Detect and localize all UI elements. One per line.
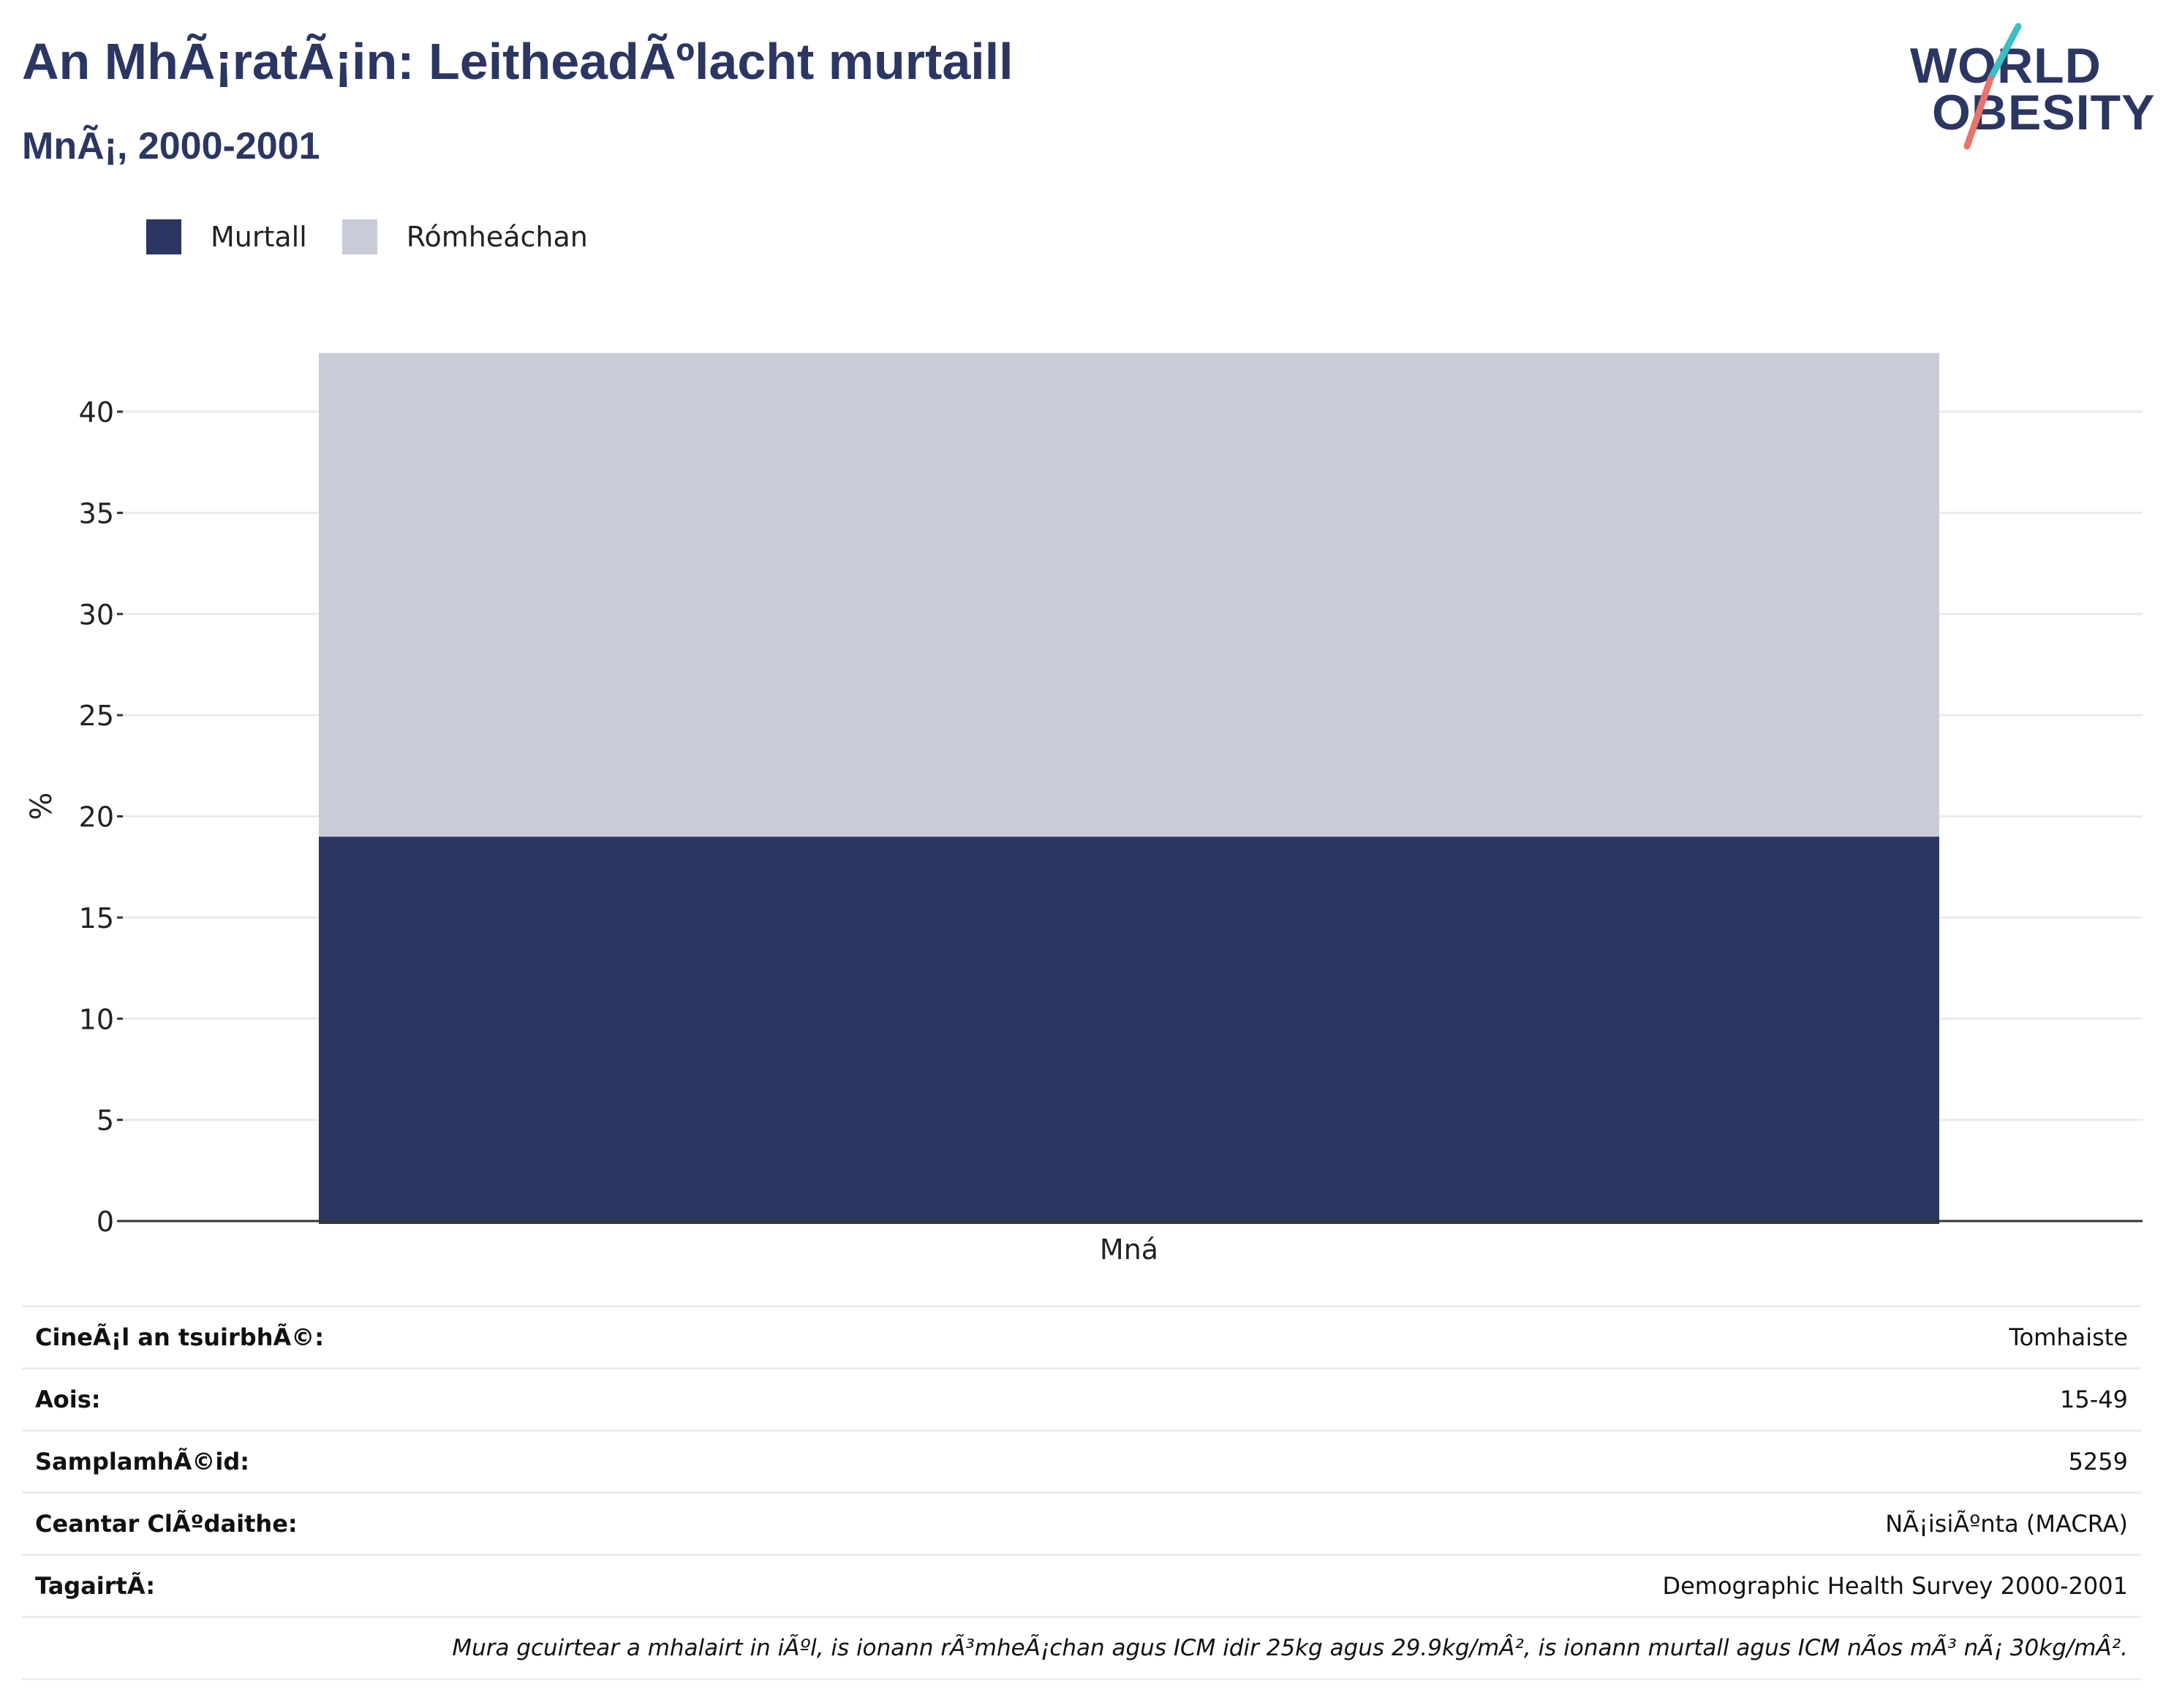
logo-line-2: OBESITY xyxy=(1932,85,2156,140)
info-key-reference: TagairtÃ: xyxy=(35,1572,155,1600)
x-category-label-0: Mná xyxy=(1100,1233,1158,1266)
info-value-reference: Demographic Health Survey 2000-2001 xyxy=(1662,1572,2128,1600)
world-obesity-logo: WORLD OBESITY xyxy=(1909,20,2155,152)
bmi-definition-note: Mura gcuirtear a mhalairt in iÃºl, is io… xyxy=(452,1635,2128,1661)
bar-r-mhe-chan-0 xyxy=(319,352,1939,837)
info-key-age: Aois: xyxy=(35,1386,101,1413)
info-row-reference: TagairtÃ: Demographic Health Survey 2000… xyxy=(22,1554,2141,1616)
info-row-age: Aois: 15-49 xyxy=(22,1367,2141,1429)
info-row-area-covered: Ceantar ClÃºdaithe: NÃ¡isiÃºnta (MACRA) xyxy=(22,1492,2141,1554)
legend-swatch-romheachan xyxy=(341,219,377,254)
y-tick-label-15: 15 xyxy=(79,902,114,934)
legend-label-romheachan: Rómheáchan xyxy=(406,221,588,253)
info-value-survey-type: Tomhaiste xyxy=(2009,1323,2128,1351)
info-key-area-covered: Ceantar ClÃºdaithe: xyxy=(35,1510,298,1538)
y-tick-label-25: 25 xyxy=(79,700,114,732)
survey-info-table: CineÃ¡l an tsuirbhÃ©: Tomhaiste Aois: 15… xyxy=(22,1305,2141,1680)
chart-title: An MhÃ¡ratÃ¡in: LeitheadÃºlacht murtaill xyxy=(22,33,1013,90)
legend-item-murtall: Murtall xyxy=(146,219,307,254)
y-tick-label-20: 20 xyxy=(79,801,114,834)
bar-murtall-0 xyxy=(319,836,1939,1224)
legend-swatch-murtall xyxy=(146,219,181,254)
y-axis-title: % xyxy=(25,793,58,820)
info-row-survey-type: CineÃ¡l an tsuirbhÃ©: Tomhaiste xyxy=(22,1305,2141,1367)
info-key-survey-type: CineÃ¡l an tsuirbhÃ©: xyxy=(35,1323,325,1351)
logo-slash-icon xyxy=(1963,23,2022,150)
y-tick-label-30: 30 xyxy=(79,599,114,631)
info-value-area-covered: NÃ¡isiÃºnta (MACRA) xyxy=(1885,1510,2128,1538)
axes: 0 5 10 15 20 25 30 35 40 Mná% xyxy=(25,396,2143,1266)
y-tick-label-40: 40 xyxy=(79,396,114,428)
legend-item-romheachan: Rómheáchan xyxy=(341,219,588,254)
info-key-sample-size: SamplamhÃ©id: xyxy=(35,1448,250,1475)
bar-group xyxy=(319,352,1939,1224)
y-tick-label-10: 10 xyxy=(79,1003,114,1035)
chart-legend: Murtall Rómheáchan xyxy=(146,216,623,257)
chart-subtitle: MnÃ¡, 2000-2001 xyxy=(22,125,320,167)
y-tick-label-0: 0 xyxy=(97,1206,114,1238)
info-row-sample-size: SamplamhÃ©id: 5259 xyxy=(22,1429,2141,1492)
legend-label-murtall: Murtall xyxy=(211,221,307,253)
y-tick-label-5: 5 xyxy=(97,1105,114,1137)
info-row-note: Mura gcuirtear a mhalairt in iÃºl, is io… xyxy=(22,1616,2141,1680)
info-value-sample-size: 5259 xyxy=(2068,1448,2128,1475)
stacked-bar-chart: 0 5 10 15 20 25 30 35 40 Mná% xyxy=(25,352,2143,1266)
y-tick-label-35: 35 xyxy=(79,497,114,529)
info-value-age: 15-49 xyxy=(2060,1386,2128,1413)
